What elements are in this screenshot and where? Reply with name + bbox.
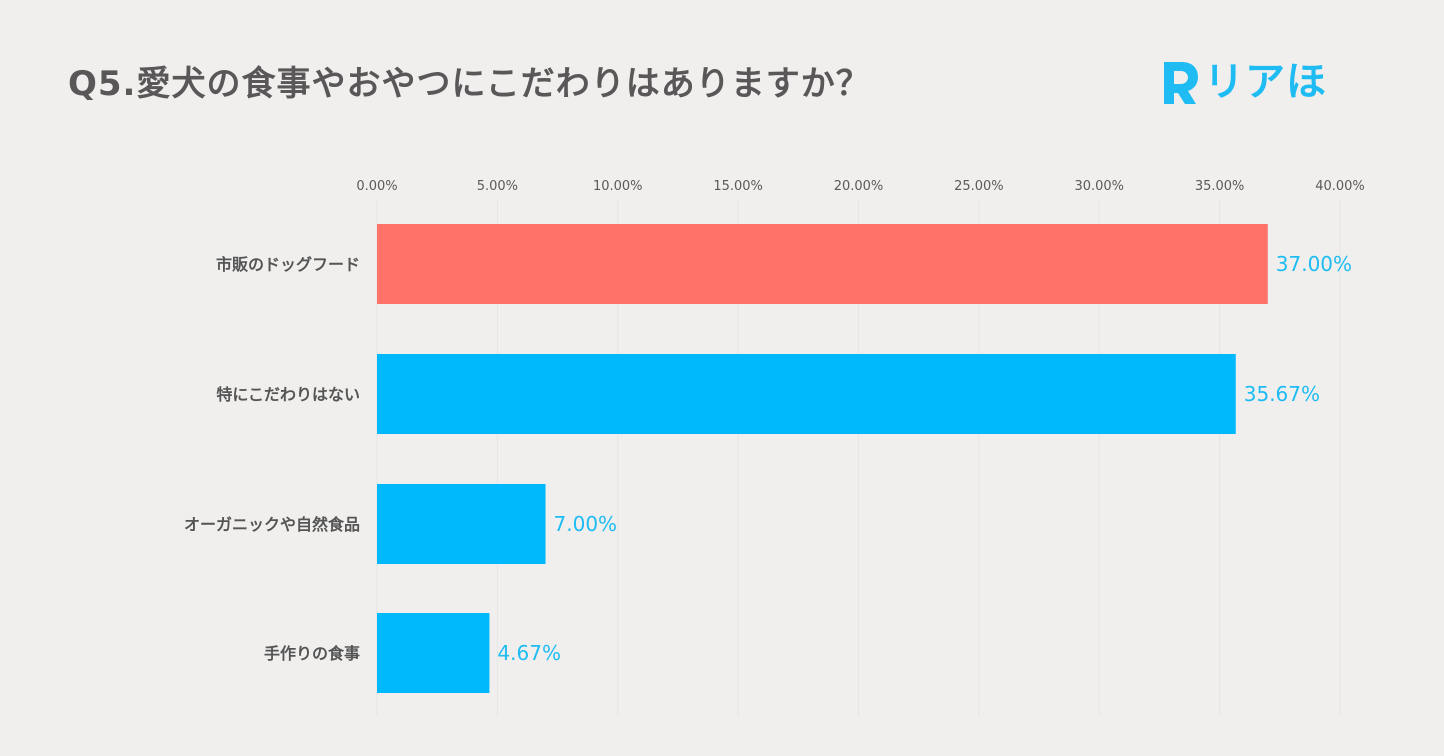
x-tick-label: 35.00%	[1195, 179, 1245, 194]
x-tick-label: 30.00%	[1074, 179, 1124, 194]
bar	[377, 224, 1268, 304]
data-label: 35.67%	[1244, 382, 1320, 406]
x-tick-label: 5.00%	[477, 179, 518, 194]
category-label: 特にこだわりはない	[216, 385, 360, 404]
data-label: 4.67%	[497, 641, 561, 665]
data-label: 7.00%	[554, 512, 618, 536]
chart-title: Q5.愛犬の食事やおやつにこだわりはありますか？	[68, 64, 871, 104]
category-label: オーガニックや自然食品	[184, 515, 360, 534]
x-tick-label: 25.00%	[954, 179, 1004, 194]
x-tick-label: 40.00%	[1315, 179, 1365, 194]
category-label: 手作りの食事	[264, 644, 360, 663]
x-tick-label: 10.00%	[593, 179, 643, 194]
logo-text: リアほ	[1204, 59, 1327, 105]
x-tick-label: 15.00%	[713, 179, 763, 194]
bar	[377, 613, 490, 693]
bar	[377, 484, 546, 564]
data-label: 37.00%	[1276, 252, 1352, 276]
brand-logo: リアほ R	[1158, 56, 1327, 108]
bar	[377, 354, 1236, 434]
category-label: 市販のドッグフード	[216, 255, 360, 274]
logo-r-icon	[1164, 62, 1198, 104]
x-tick-label: 20.00%	[834, 179, 884, 194]
x-tick-label: 0.00%	[356, 179, 397, 194]
